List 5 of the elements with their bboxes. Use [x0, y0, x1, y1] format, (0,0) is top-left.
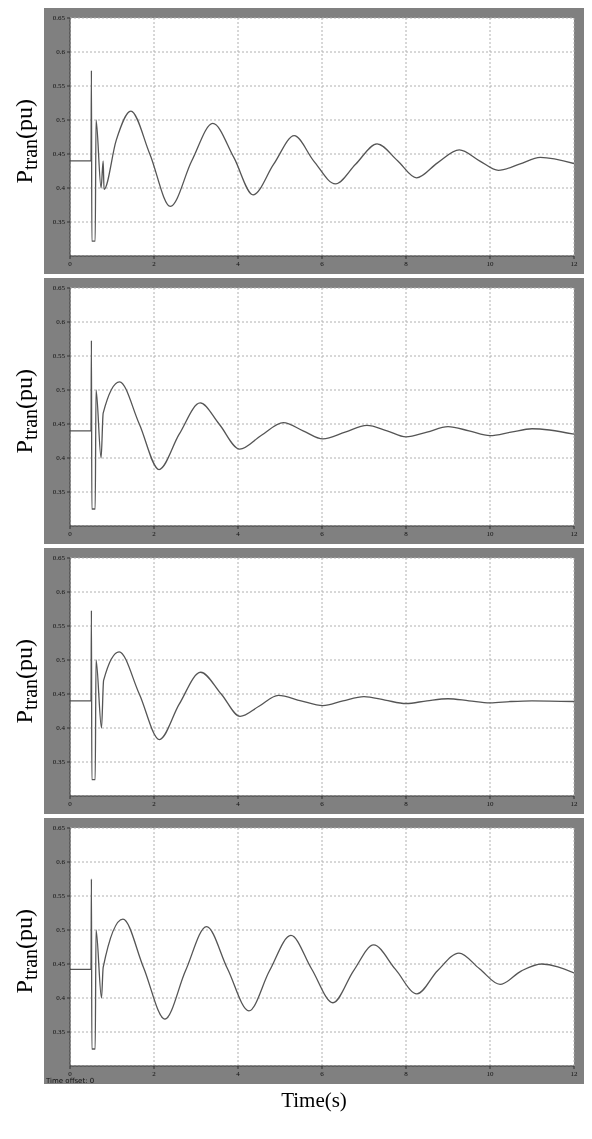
x-axis-title: Time(s): [280, 1088, 348, 1113]
line-series: [70, 878, 574, 1050]
line-series: [70, 339, 574, 510]
line-series: [70, 609, 574, 781]
line-series: [70, 69, 574, 242]
